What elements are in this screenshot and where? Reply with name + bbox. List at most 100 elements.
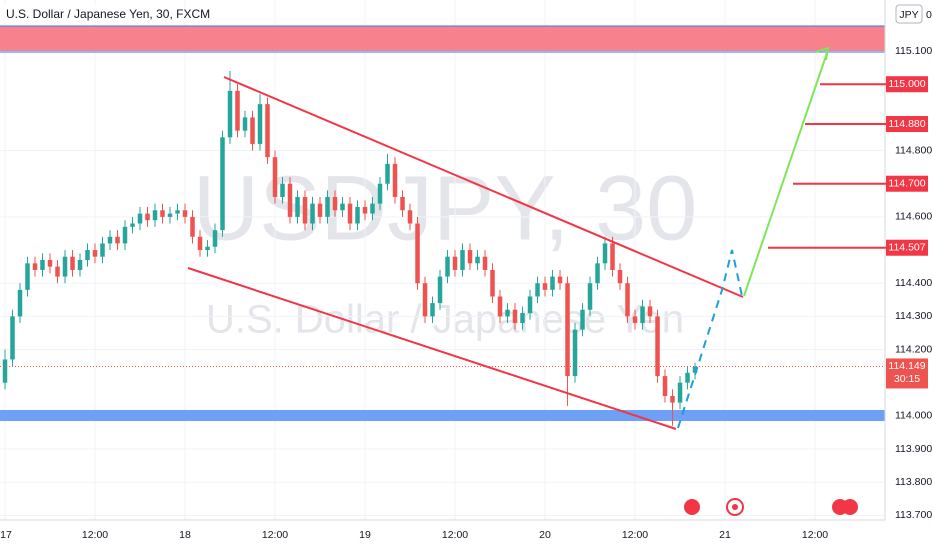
candle-body xyxy=(295,196,300,217)
candle-body xyxy=(250,117,255,144)
level-box xyxy=(886,76,928,93)
axes: 115.100 114.800 114.600 114.400 114.300 114.2… xyxy=(0,45,932,541)
candle-body xyxy=(677,382,683,403)
y-tick-label: 113.900 xyxy=(895,443,932,455)
y-tick-label: 114.300 xyxy=(895,310,932,322)
candle-body xyxy=(572,329,578,377)
candle-body xyxy=(182,210,188,217)
candle-body xyxy=(205,246,210,251)
candle-body xyxy=(227,90,233,138)
candle-body xyxy=(325,196,330,217)
candle-body xyxy=(85,250,90,260)
candle-body xyxy=(400,196,405,211)
candle-body xyxy=(70,256,75,270)
candle-body xyxy=(242,117,248,131)
candle-body xyxy=(535,283,540,297)
channel-bottom xyxy=(187,267,677,430)
x-tick-label: 21 xyxy=(719,529,731,541)
candle-body xyxy=(355,206,360,224)
y-tick-label: 114.600 xyxy=(895,211,932,223)
candle-body xyxy=(505,309,510,317)
candle-body xyxy=(460,250,465,270)
candle-body xyxy=(445,256,450,277)
candle-body xyxy=(520,313,525,324)
title-bg xyxy=(0,5,175,23)
candle-body xyxy=(122,226,128,244)
candle-body xyxy=(212,230,218,247)
candle-body xyxy=(220,137,225,231)
candle-body xyxy=(137,213,143,224)
candle-body xyxy=(377,183,383,204)
y-tick-label: 114.200 xyxy=(895,343,932,355)
candle-body xyxy=(332,196,338,211)
candle-body xyxy=(565,283,570,377)
candle-body xyxy=(92,250,98,257)
candle-body xyxy=(610,243,615,270)
candle-body xyxy=(512,309,518,324)
current-price-label: 114.149 xyxy=(888,360,925,372)
candle-body xyxy=(550,276,555,290)
x-tick-label: 12:00 xyxy=(82,529,108,541)
x-tick-label: 12:00 xyxy=(442,529,468,541)
level-label: 114.507 xyxy=(888,242,925,254)
level-box xyxy=(886,175,928,192)
candle-body xyxy=(115,236,120,244)
candle-body xyxy=(647,306,653,317)
event-icon[interactable] xyxy=(726,498,744,516)
candle-body xyxy=(542,283,548,290)
candle-body xyxy=(527,296,533,314)
projection-path xyxy=(677,249,743,429)
candle-body xyxy=(490,269,495,297)
level-box xyxy=(886,116,928,133)
level-label: 114.700 xyxy=(888,178,925,190)
y-tick-label: 114.400 xyxy=(895,277,932,289)
candle-body xyxy=(595,263,600,284)
y-tick-label: 114.800 xyxy=(895,144,932,156)
candle-body xyxy=(347,203,353,224)
time-axis xyxy=(0,520,932,550)
candle-body xyxy=(100,243,105,257)
currency-note: 0 xyxy=(926,9,932,21)
candle-body xyxy=(47,260,53,267)
currency-button[interactable] xyxy=(895,4,923,24)
candle-body xyxy=(77,260,83,270)
candle-body xyxy=(422,283,428,317)
candle-body xyxy=(670,395,675,403)
candle-body xyxy=(130,223,135,227)
candle-body xyxy=(55,266,60,277)
candle-body xyxy=(160,210,165,217)
candle-body xyxy=(475,256,480,264)
event-icon[interactable] xyxy=(842,499,858,515)
event-icon-dot xyxy=(732,504,738,510)
channel-top xyxy=(223,76,744,298)
event-icon[interactable] xyxy=(684,499,700,515)
x-tick-label: 12:00 xyxy=(262,529,288,541)
candle-body xyxy=(287,183,293,217)
candle-body xyxy=(482,256,488,270)
x-tick-label: 20 xyxy=(539,529,551,541)
candle-body xyxy=(167,213,173,217)
candle-body xyxy=(632,316,638,324)
candle-body xyxy=(497,296,503,317)
x-tick-label: 12:00 xyxy=(622,529,648,541)
candle-body xyxy=(587,283,593,310)
candle-body xyxy=(197,236,203,251)
candle-body xyxy=(145,213,150,221)
y-tick-label: 114.000 xyxy=(895,410,932,422)
candle-body xyxy=(272,157,278,197)
candle-body xyxy=(692,366,698,373)
candle-body xyxy=(392,163,398,197)
candle-body xyxy=(602,243,608,264)
candle-body xyxy=(235,90,240,131)
candle-body xyxy=(655,316,660,377)
countdown-label: 30:15 xyxy=(894,373,920,385)
y-tick-label: 113.800 xyxy=(895,476,932,488)
candle-body xyxy=(617,269,623,284)
candle-body xyxy=(415,223,420,284)
watermark-subtitle: U.S. Dollar / Japanese Yen xyxy=(206,298,684,342)
candle-body xyxy=(437,276,443,304)
candle-body xyxy=(175,210,180,214)
candle-body xyxy=(310,203,315,224)
